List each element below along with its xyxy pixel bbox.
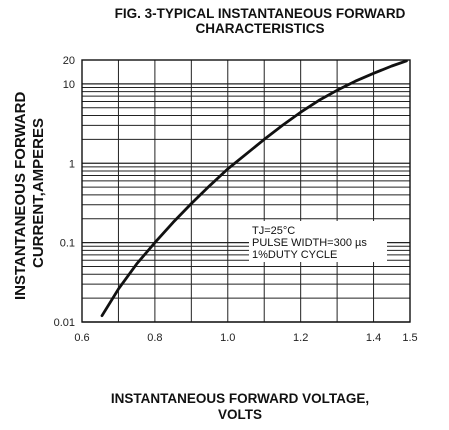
x-tick-label: 1.2 (293, 332, 308, 344)
annotation-line-1: TJ=25°C (252, 225, 295, 237)
annotation-line-3: 1%DUTY CYCLE (252, 249, 337, 261)
x-tick-label: 0.8 (147, 332, 162, 344)
annotation-line-2: PULSE WIDTH=300 µs (252, 237, 367, 249)
chart-title-line-2: CHARACTERISTICS (195, 21, 325, 36)
curve-layer (100, 59, 408, 318)
x-tick-label: 0.6 (74, 332, 89, 344)
forward-characteristic-curve (100, 59, 408, 318)
x-tick-label: 1.5 (402, 332, 417, 344)
grid (81, 59, 411, 323)
y-tick-label: 20 (63, 55, 75, 67)
y-tick-label: 10 (63, 79, 75, 91)
plot-border (81, 59, 411, 323)
y-tick-label: 1 (69, 158, 75, 170)
x-axis-label-line-1: INSTANTANEOUS FORWARD VOLTAGE, (110, 391, 370, 406)
y-tick-label: 0.01 (54, 317, 75, 329)
y-tick-label: 0.1 (60, 238, 75, 250)
x-tick-label: 1.4 (366, 332, 381, 344)
x-tick-label: 1.0 (220, 332, 235, 344)
chart-title-line-1: FIG. 3-TYPICAL INSTANTANEOUS FORWARD (114, 6, 406, 21)
tick-labels: 0.6 0.8 1.0 1.2 1.4 1.5 0.01 0.1 1 10 20 (54, 55, 418, 344)
x-axis-label-line-2: VOLTS (217, 407, 262, 422)
annotation-background (249, 221, 387, 262)
